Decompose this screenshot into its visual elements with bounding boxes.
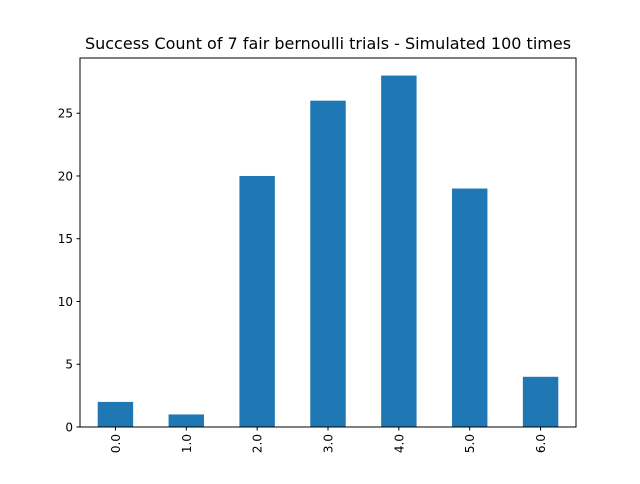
bar-6.0	[522, 376, 559, 427]
x-tick-label: 6.0	[534, 434, 548, 453]
bars-layer	[97, 75, 559, 428]
x-tick-label: 0.0	[109, 434, 123, 453]
x-tick-label: 5.0	[463, 434, 477, 453]
x-tick-label: 1.0	[180, 434, 194, 453]
bar-4.0	[381, 75, 417, 428]
chart-title: Success Count of 7 fair bernoulli trials…	[85, 34, 571, 53]
x-axis: 0.0 1.0 2.0 3.0 4.0 5.0 6.0	[109, 427, 548, 453]
bar-5.0	[452, 188, 488, 427]
y-tick-label: 5	[65, 358, 73, 372]
y-axis: 0 5 10 15 20 25	[58, 107, 80, 435]
x-tick-label: 3.0	[322, 434, 336, 453]
y-tick-label: 0	[65, 421, 73, 435]
plot-frame	[79, 57, 577, 428]
y-tick-label: 25	[58, 107, 73, 121]
x-tick-label: 2.0	[251, 434, 265, 453]
y-tick-label: 20	[58, 169, 73, 183]
y-tick-label: 10	[58, 295, 73, 309]
bar-2.0	[239, 175, 275, 427]
bar-1.0	[168, 414, 204, 427]
bar-0.0	[97, 401, 134, 427]
x-tick-label: 4.0	[392, 434, 406, 453]
y-tick-label: 15	[58, 232, 73, 246]
bar-3.0	[310, 100, 346, 428]
